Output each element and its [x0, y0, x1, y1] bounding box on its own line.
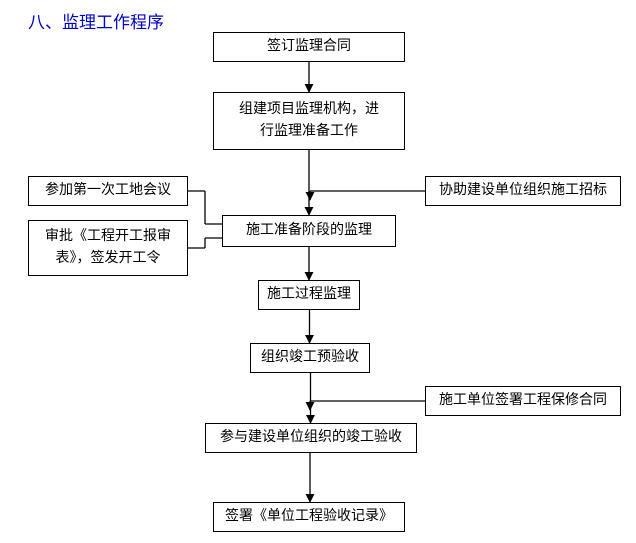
node-assist-bidding: 协助建设单位组织施工招标 [425, 176, 621, 206]
flowchart-stage: 八、监理工作程序 签订监理合同组建项目监理机构，进 行监理准备工作施工准备阶段的… [0, 0, 636, 543]
node-sign-record: 签署《单位工程验收记录》 [213, 502, 405, 532]
node-assist-bidding-label: 协助建设单位组织施工招标 [439, 180, 607, 202]
node-sign-contract-label: 签订监理合同 [267, 36, 351, 58]
node-final-accept: 参与建设单位组织的竣工验收 [205, 423, 417, 453]
node-process-supervise-label: 施工过程监理 [267, 284, 351, 306]
node-prelim-accept-label: 组织竣工预验收 [261, 347, 359, 369]
node-first-meeting: 参加第一次工地会议 [28, 176, 188, 206]
node-sign-contract: 签订监理合同 [213, 32, 405, 62]
section-heading: 八、监理工作程序 [28, 8, 164, 33]
node-final-accept-label: 参与建设单位组织的竣工验收 [220, 427, 402, 449]
node-first-meeting-label: 参加第一次工地会议 [45, 180, 171, 202]
node-approve-form: 审批《工程开工报审 表》，签发开工令 [28, 220, 188, 276]
node-build-org-label: 组建项目监理机构，进 行监理准备工作 [239, 99, 379, 144]
node-warranty-contract-label: 施工单位签署工程保修合同 [439, 390, 607, 412]
node-warranty-contract: 施工单位签署工程保修合同 [425, 386, 621, 416]
node-prelim-accept: 组织竣工预验收 [250, 343, 370, 373]
node-approve-form-label: 审批《工程开工报审 表》，签发开工令 [45, 226, 171, 271]
node-prep-stage: 施工准备阶段的监理 [222, 215, 396, 247]
node-build-org: 组建项目监理机构，进 行监理准备工作 [213, 92, 405, 150]
node-prep-stage-label: 施工准备阶段的监理 [246, 220, 372, 242]
node-sign-record-label: 签署《单位工程验收记录》 [225, 506, 393, 528]
node-process-supervise: 施工过程监理 [258, 280, 360, 310]
